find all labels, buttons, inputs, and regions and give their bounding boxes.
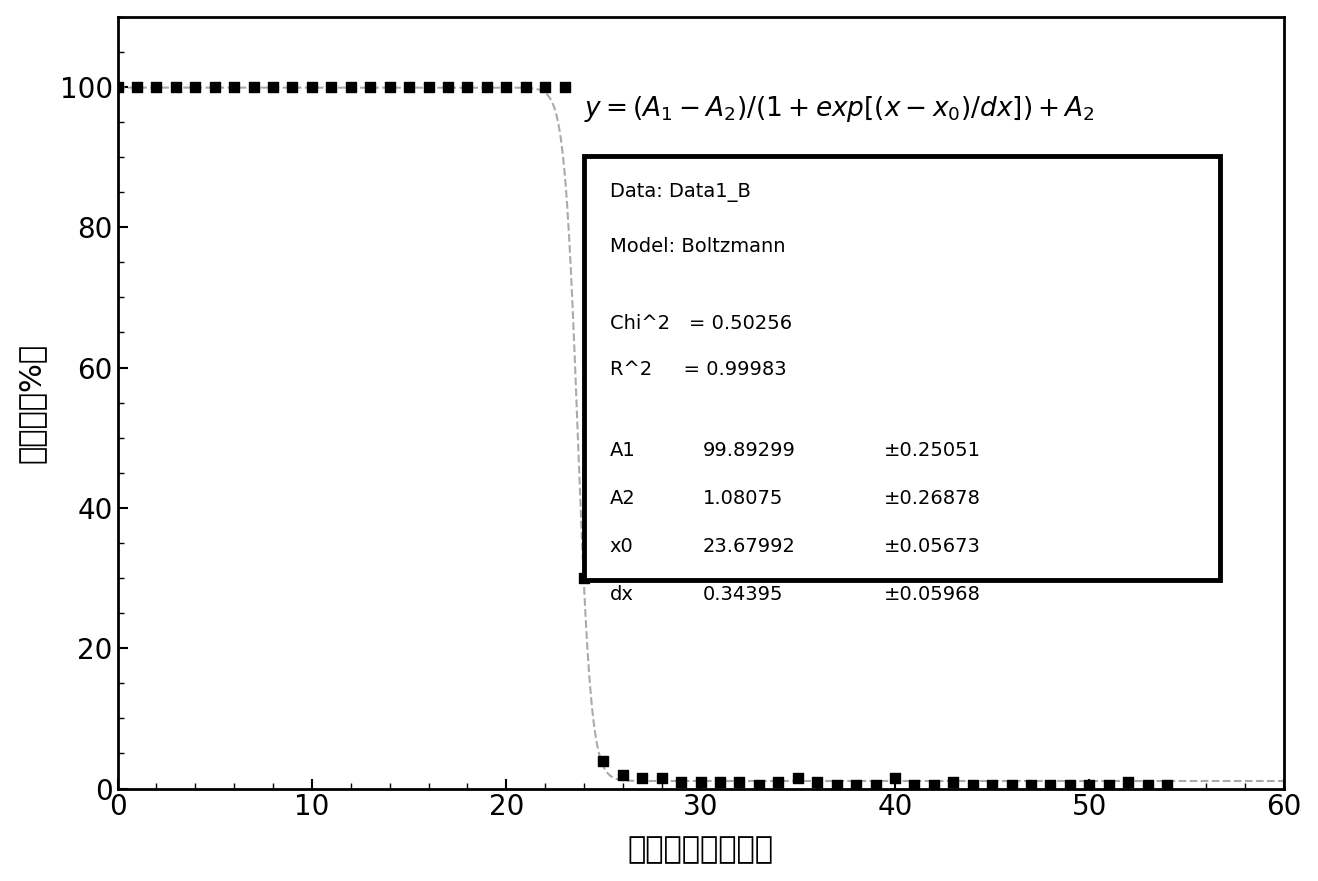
Point xyxy=(982,778,1003,792)
Point xyxy=(185,80,206,94)
Point xyxy=(302,80,323,94)
Text: ±0.26878: ±0.26878 xyxy=(883,489,981,508)
Text: Chi^2   = 0.50256: Chi^2 = 0.50256 xyxy=(610,314,792,333)
Text: ±0.05968: ±0.05968 xyxy=(883,585,981,603)
Point xyxy=(691,774,712,788)
Point xyxy=(146,80,167,94)
Point xyxy=(962,778,983,792)
Point xyxy=(438,80,459,94)
Point xyxy=(631,771,652,785)
Point xyxy=(165,80,186,94)
Point xyxy=(418,80,439,94)
Text: Model: Boltzmann: Model: Boltzmann xyxy=(610,237,786,255)
Point xyxy=(380,80,401,94)
Point xyxy=(535,80,556,94)
Point xyxy=(1000,778,1021,792)
Point xyxy=(1156,778,1177,792)
Point xyxy=(865,778,886,792)
Point xyxy=(1118,774,1139,788)
Bar xyxy=(584,156,1219,581)
Point xyxy=(807,774,828,788)
Point xyxy=(593,753,614,767)
Point xyxy=(515,80,536,94)
Text: ±0.05673: ±0.05673 xyxy=(883,537,981,556)
Point xyxy=(573,571,594,585)
Text: 1.08075: 1.08075 xyxy=(702,489,783,508)
X-axis label: 水解时间（分钟）: 水解时间（分钟） xyxy=(627,835,774,864)
Point xyxy=(1137,778,1159,792)
Point xyxy=(398,80,419,94)
Point xyxy=(613,767,634,781)
Point xyxy=(671,774,692,788)
Point xyxy=(904,778,925,792)
Point xyxy=(924,778,945,792)
Point xyxy=(204,80,225,94)
Text: 0.34395: 0.34395 xyxy=(702,585,783,603)
Point xyxy=(1098,778,1119,792)
Point xyxy=(457,80,478,94)
Point xyxy=(729,774,750,788)
Text: Data: Data1_B: Data: Data1_B xyxy=(610,182,750,202)
Point xyxy=(224,80,245,94)
Point xyxy=(768,774,789,788)
Point xyxy=(787,771,808,785)
Text: A2: A2 xyxy=(610,489,635,508)
Text: 23.67992: 23.67992 xyxy=(702,537,796,556)
Point xyxy=(1060,778,1081,792)
Point xyxy=(749,778,770,792)
Text: $y=(A_1-A_2)/(1+exp[(x-x_0)/dx])+A_2$: $y=(A_1-A_2)/(1+exp[(x-x_0)/dx])+A_2$ xyxy=(584,94,1095,124)
Point xyxy=(262,80,283,94)
Text: R^2     = 0.99983: R^2 = 0.99983 xyxy=(610,360,787,379)
Point xyxy=(884,771,905,785)
Point xyxy=(1020,778,1041,792)
Point xyxy=(107,80,128,94)
Text: ±0.25051: ±0.25051 xyxy=(883,441,981,460)
Point xyxy=(1040,778,1061,792)
Point xyxy=(496,80,517,94)
Text: 99.89299: 99.89299 xyxy=(702,441,796,460)
Point xyxy=(709,774,730,788)
Text: x0: x0 xyxy=(610,537,634,556)
Point xyxy=(651,771,672,785)
Text: A1: A1 xyxy=(610,441,635,460)
Text: dx: dx xyxy=(610,585,634,603)
Point xyxy=(320,80,341,94)
Point xyxy=(360,80,381,94)
Point xyxy=(282,80,303,94)
Point xyxy=(127,80,148,94)
Point xyxy=(826,778,847,792)
Point xyxy=(846,778,867,792)
Point xyxy=(554,80,575,94)
Point xyxy=(243,80,264,94)
Point xyxy=(340,80,361,94)
Point xyxy=(942,774,963,788)
Point xyxy=(1078,778,1099,792)
Y-axis label: 透光度（%）: 透光度（%） xyxy=(17,343,46,463)
Point xyxy=(476,80,497,94)
